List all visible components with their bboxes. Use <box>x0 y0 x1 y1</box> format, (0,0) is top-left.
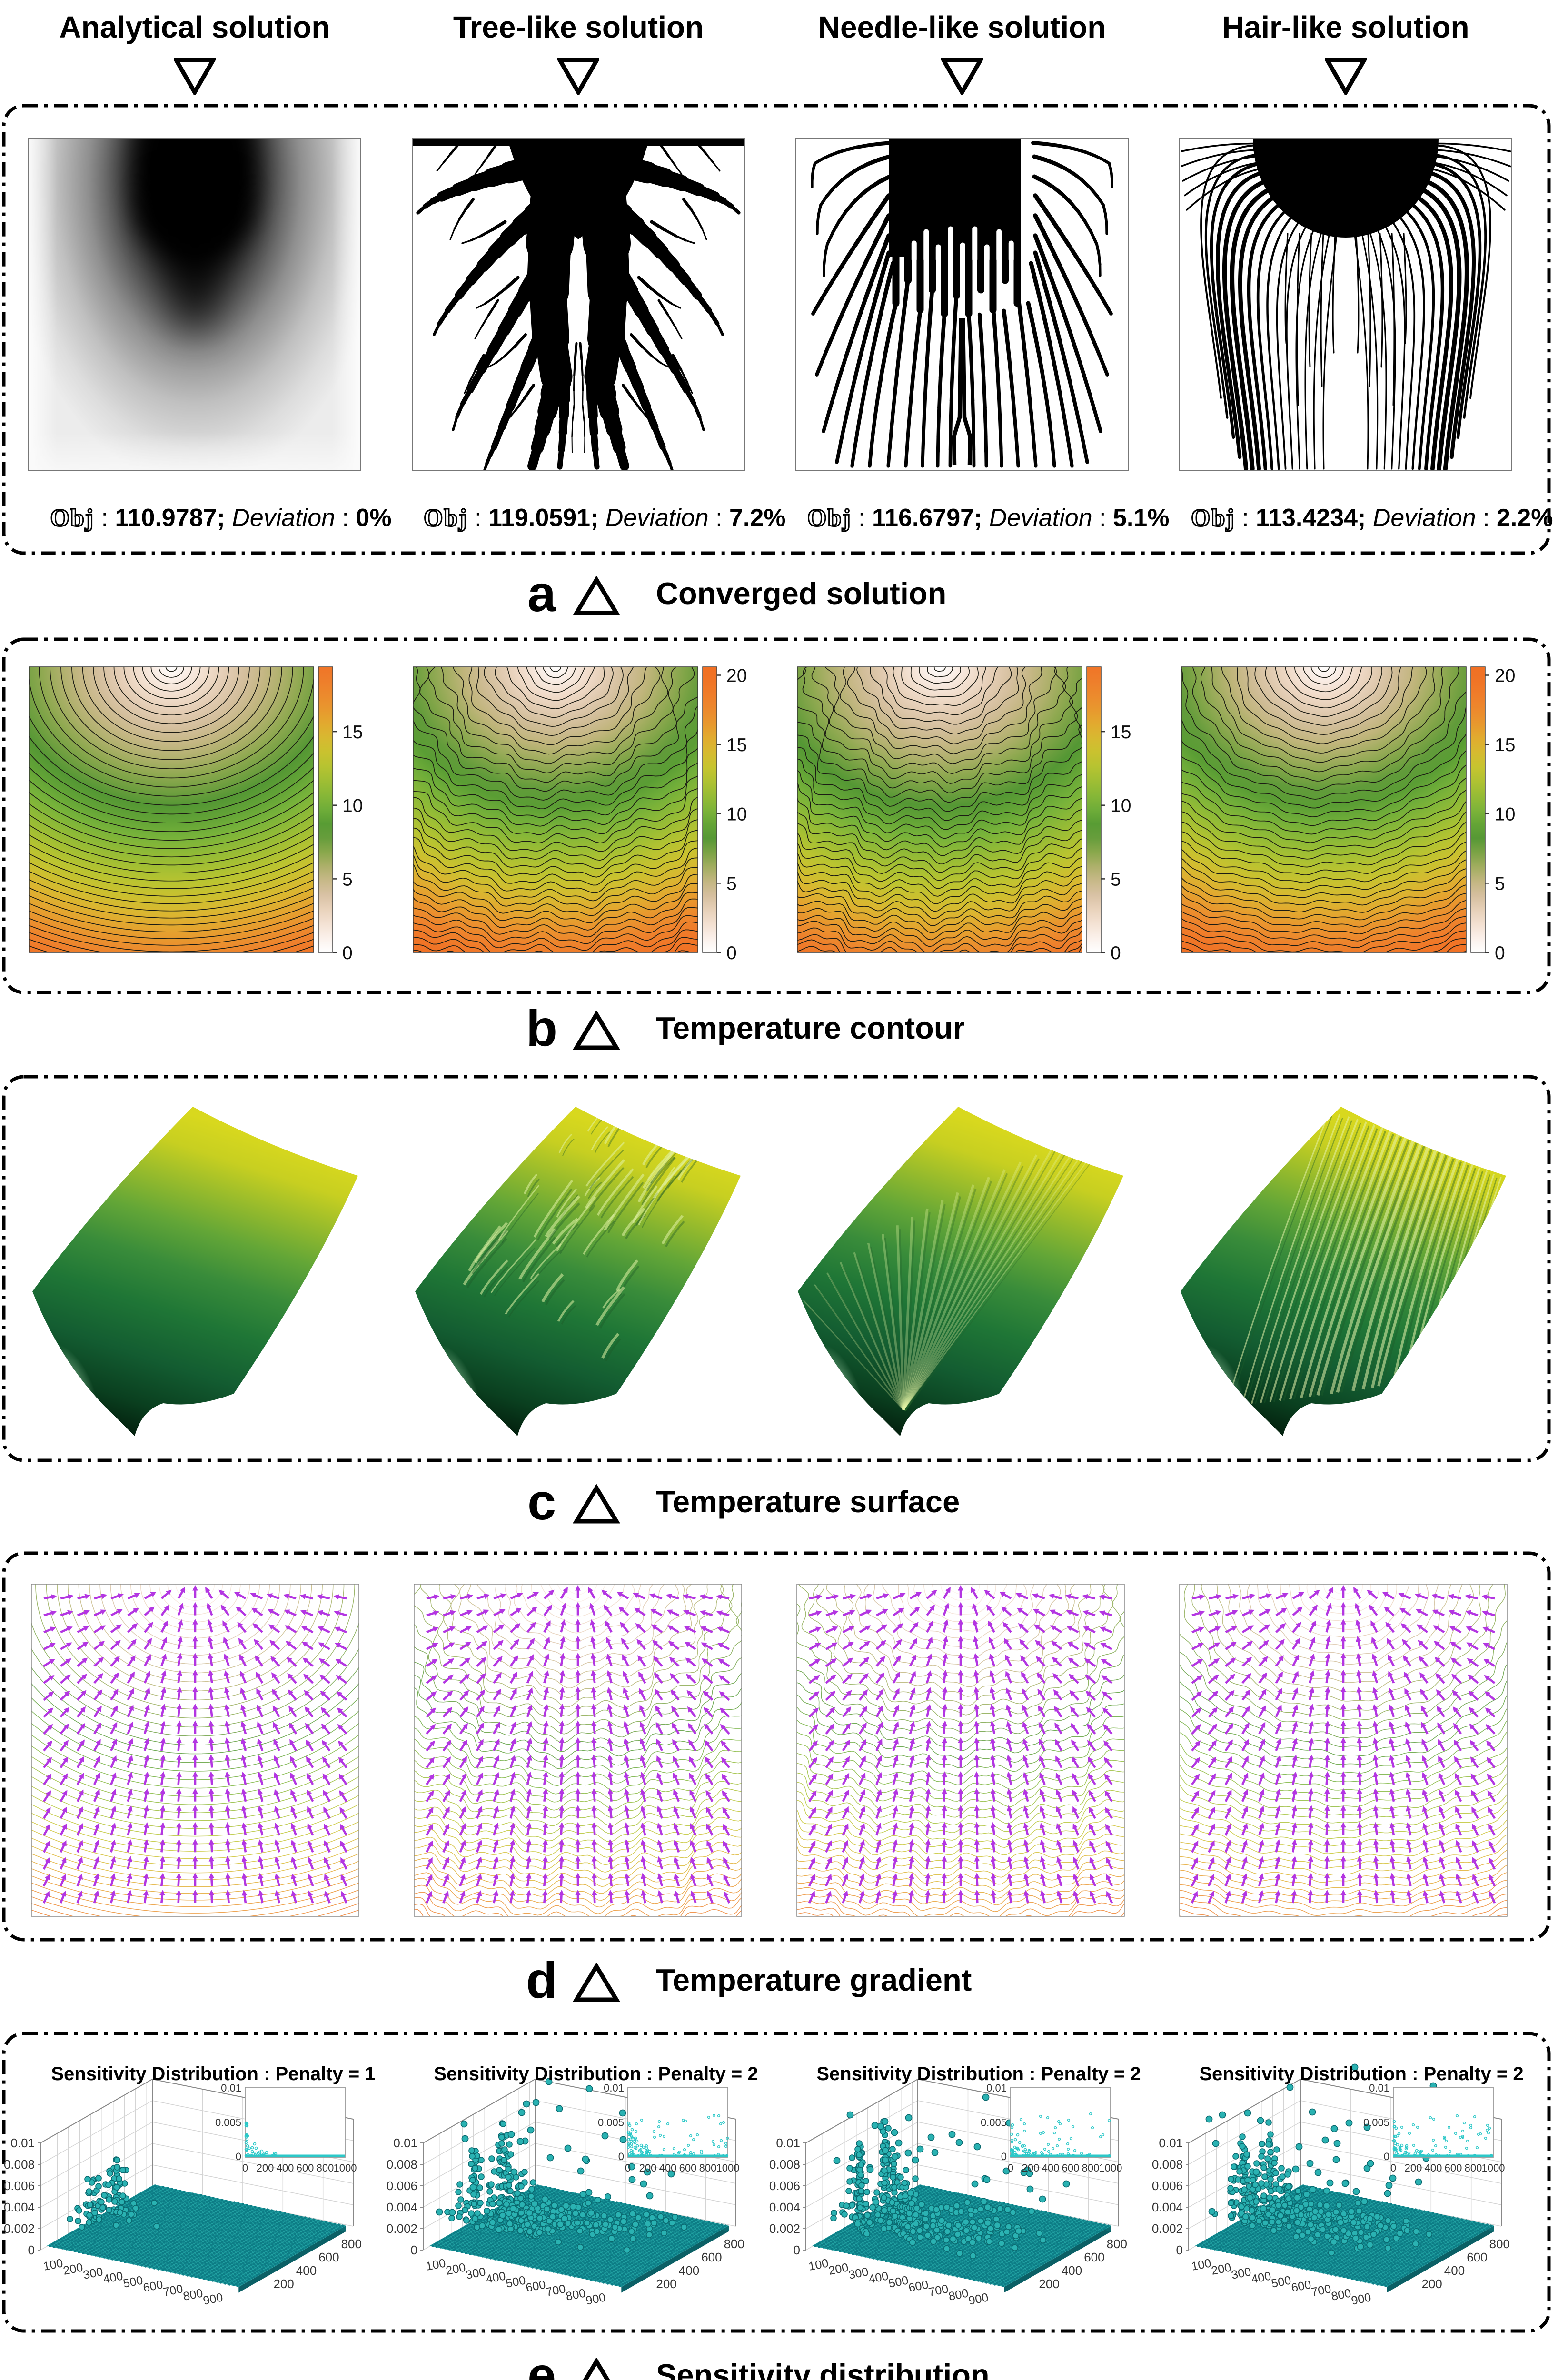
svg-text:0: 0 <box>1495 943 1505 963</box>
svg-text:15: 15 <box>342 722 363 743</box>
svg-text:0.008: 0.008 <box>4 2157 35 2172</box>
svg-text:0: 0 <box>28 2243 35 2257</box>
svg-text:15: 15 <box>726 735 747 755</box>
svg-text:15: 15 <box>1111 722 1131 743</box>
svg-text:10: 10 <box>342 796 363 816</box>
svg-text:0.002: 0.002 <box>4 2221 35 2236</box>
svg-text:400: 400 <box>102 2269 124 2286</box>
svg-text:5: 5 <box>1495 873 1505 894</box>
svg-text:20: 20 <box>1495 666 1515 686</box>
svg-text:0.006: 0.006 <box>4 2179 35 2193</box>
svg-text:700: 700 <box>162 2282 184 2299</box>
svg-text:100: 100 <box>42 2256 64 2273</box>
svg-text:5: 5 <box>726 873 737 894</box>
svg-text:10: 10 <box>1495 804 1515 825</box>
svg-text:0: 0 <box>726 943 737 963</box>
svg-text:5: 5 <box>342 869 353 890</box>
svg-text:500: 500 <box>122 2273 144 2290</box>
svg-text:10: 10 <box>726 804 747 825</box>
svg-text:900: 900 <box>202 2291 224 2307</box>
svg-text:600: 600 <box>318 2250 339 2264</box>
svg-text:600: 600 <box>142 2278 164 2294</box>
svg-text:200: 200 <box>62 2261 84 2277</box>
svg-text:0.01: 0.01 <box>10 2136 35 2150</box>
svg-text:200: 200 <box>273 2277 294 2291</box>
svg-text:800: 800 <box>182 2286 204 2303</box>
svg-text:15: 15 <box>1495 735 1515 755</box>
svg-text:0: 0 <box>342 943 353 963</box>
svg-text:10: 10 <box>1111 796 1131 816</box>
svg-text:400: 400 <box>296 2263 317 2278</box>
svg-text:0.004: 0.004 <box>4 2200 35 2214</box>
svg-text:300: 300 <box>82 2265 104 2281</box>
svg-text:800: 800 <box>341 2237 362 2251</box>
svg-text:5: 5 <box>1111 869 1121 890</box>
svg-text:20: 20 <box>726 666 747 686</box>
svg-text:0: 0 <box>1111 943 1121 963</box>
